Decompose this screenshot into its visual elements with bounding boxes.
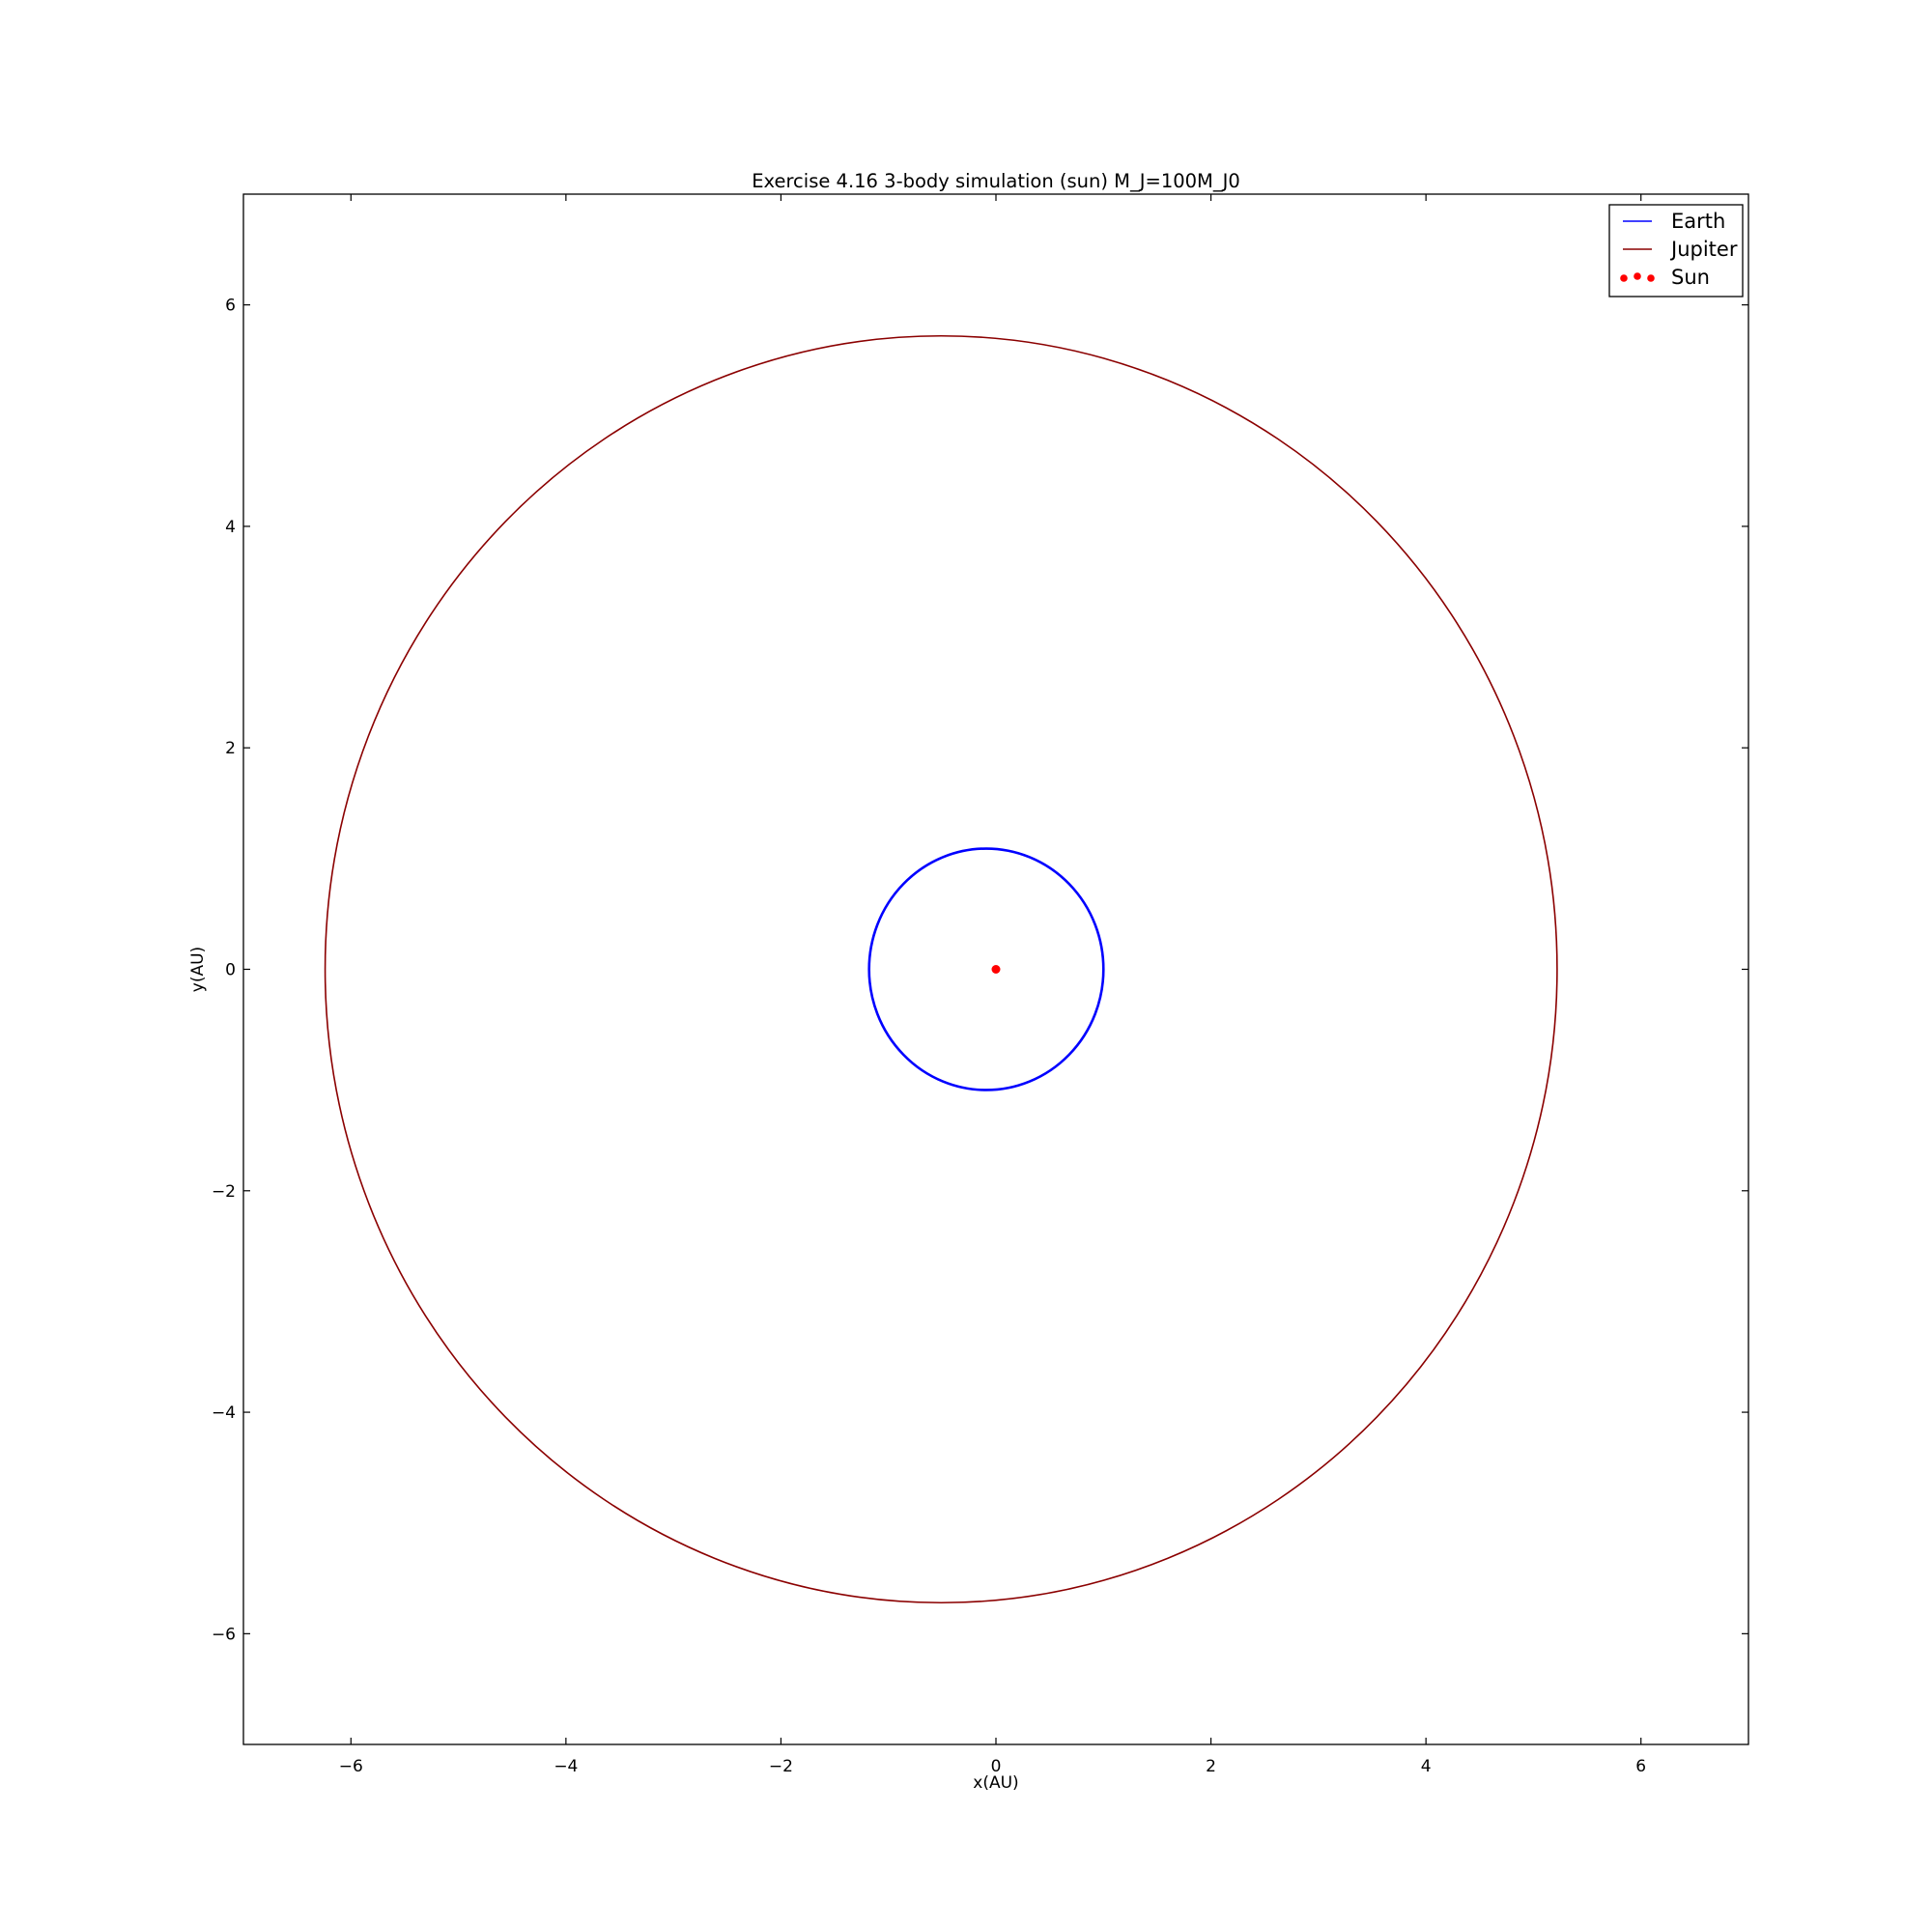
x-tick-label: 6 — [1635, 1757, 1646, 1776]
legend-sun-marker — [1634, 272, 1641, 280]
x-tick-label: −2 — [769, 1757, 793, 1776]
series-layer — [324, 334, 1558, 1604]
y-tick-label: 4 — [225, 518, 236, 537]
x-tick-label: −4 — [554, 1757, 578, 1776]
jupiter-orbit-line — [324, 334, 1558, 1604]
legend-jupiter-label: Jupiter — [1669, 238, 1738, 261]
y-tick-label: 6 — [225, 297, 236, 316]
chart-title: Exercise 4.16 3-body simulation (sun) M_… — [752, 170, 1240, 192]
y-tick-label: −4 — [212, 1403, 236, 1423]
earth-orbit-line — [867, 847, 1105, 1091]
legend-earth-label: Earth — [1671, 210, 1725, 233]
y-tick-label: 0 — [225, 961, 236, 980]
x-tick-label: 0 — [991, 1757, 1002, 1776]
legend-sun-marker — [1620, 274, 1628, 282]
y-tick-label: 2 — [225, 739, 236, 758]
y-axis-label: y(AU) — [188, 947, 208, 992]
legend-sun-label: Sun — [1671, 266, 1710, 289]
plot-area — [242, 193, 1749, 1745]
x-tick-label: −6 — [339, 1757, 363, 1776]
x-axis-label: x(AU) — [973, 1773, 1018, 1793]
y-axis: −6 −4 −2 0 2 4 6 — [212, 297, 1748, 1644]
x-tick-label: 2 — [1206, 1757, 1216, 1776]
x-tick-label: 4 — [1421, 1757, 1432, 1776]
y-tick-label: −6 — [212, 1625, 236, 1644]
legend-sun-marker — [1647, 274, 1655, 282]
x-axis: −6 −4 −2 0 2 4 6 — [339, 194, 1646, 1776]
y-tick-label: −2 — [212, 1182, 236, 1202]
legend-box — [1608, 204, 1744, 298]
legend: Earth Jupiter Sun — [1608, 204, 1744, 298]
sun-point — [991, 965, 1001, 974]
